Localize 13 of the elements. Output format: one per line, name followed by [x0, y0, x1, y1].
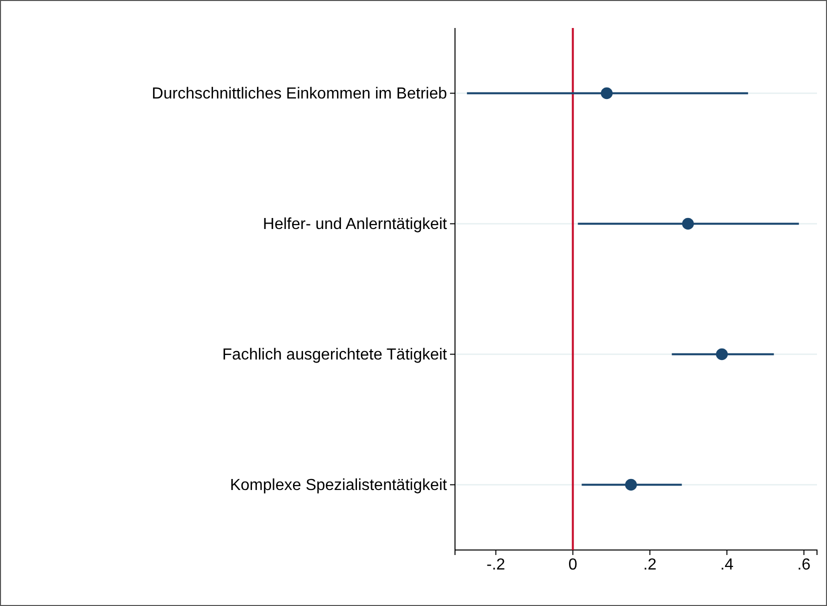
point	[600, 87, 613, 100]
point	[682, 218, 694, 230]
x-tick-label: -.2	[486, 556, 506, 574]
point	[625, 478, 637, 491]
y-tick-label: Komplexe Spezialistentätigkeit	[230, 476, 448, 494]
x-tick-label: .4	[720, 556, 734, 574]
y-tick-label: Durchschnittliches Einkommen im Betrieb	[152, 85, 448, 102]
x-tick-label: .2	[643, 556, 657, 574]
y-tick-label: Fachlich ausgerichtete Tätigkeit	[222, 346, 448, 364]
point	[716, 348, 728, 360]
x-tick-label: 0	[568, 556, 578, 574]
y-tick-label: Helfer- und Anlerntätigkeit	[262, 216, 448, 233]
x-tick-label: .6	[797, 556, 811, 574]
